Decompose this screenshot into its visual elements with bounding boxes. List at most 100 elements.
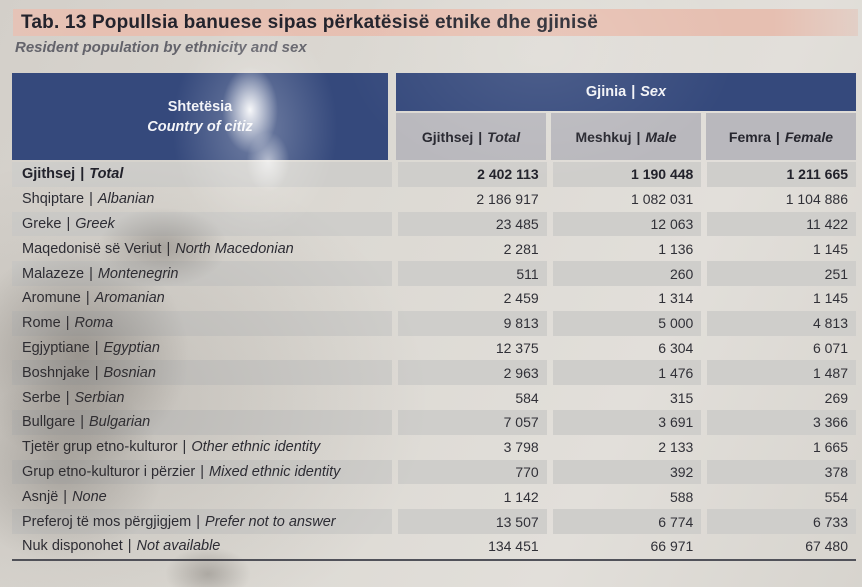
female-value-cell: 3 366 xyxy=(707,409,857,435)
label-english: Not available xyxy=(136,538,221,555)
male-value-cell: 2 133 xyxy=(658,439,694,456)
label-albanian: Bullgare xyxy=(22,414,76,431)
label-separator: | xyxy=(80,414,84,431)
sex-group-header: Gjinia | Sex xyxy=(396,73,856,111)
label-english: Prefer not to answer xyxy=(205,513,336,530)
total-value-cell: 23 485 xyxy=(398,211,547,237)
label-separator: | xyxy=(94,364,99,381)
label-english: Bosnian xyxy=(103,364,156,381)
table-header: Shtetësia Country of citiz Gjinia | Sex … xyxy=(12,73,856,160)
ethnicity-label-cell: Boshnjake | Bosnian xyxy=(12,360,392,386)
label-separator: | xyxy=(182,439,187,456)
label-albanian: Greke xyxy=(22,215,62,232)
total-value-cell: 13 507 xyxy=(398,509,547,534)
total-value-cell: 584 xyxy=(515,389,539,406)
male-value-cell: 66 971 xyxy=(650,538,694,555)
label-english: Bulgarian xyxy=(88,414,151,431)
female-value-cell: 6 071 xyxy=(812,339,849,356)
male-header-english: Male xyxy=(645,128,677,145)
label-english: Total xyxy=(89,166,124,183)
label-separator: | xyxy=(63,488,68,505)
table-title-highlight: Tab. 13 Popullsia banuese sipas përkatës… xyxy=(13,9,858,36)
table-row: Egjyptiane | Egyptian 12 375 6 304 6 071 xyxy=(12,336,856,361)
column-header-total: Gjithsej | Total xyxy=(396,113,546,160)
table-row: Aromune | Aromanian 2 459 1 314 1 145 xyxy=(12,286,856,311)
total-value-cell: 7 057 xyxy=(398,409,547,435)
female-value-cell: 1 487 xyxy=(707,360,857,386)
total-value-cell: 2 186 917 xyxy=(476,191,539,208)
female-value-cell: 1 145 xyxy=(812,290,849,307)
ethnicity-label-cell: Maqedonisë së Veriut | North Macedonian xyxy=(12,236,392,261)
label-albanian: Preferoj të mos përgjigjem xyxy=(22,513,192,530)
label-english: Serbian xyxy=(74,389,125,406)
ethnicity-label-cell: Rome | Roma xyxy=(12,310,392,336)
male-value-cell: 6 304 xyxy=(658,339,694,356)
label-separator: | xyxy=(127,538,132,555)
male-header-albanian: Meshkuj xyxy=(575,128,632,145)
female-value-cell: 1 145 xyxy=(812,240,849,257)
label-separator: | xyxy=(166,240,171,257)
female-value-cell: 1 211 665 xyxy=(707,162,857,187)
total-value-cell: 12 375 xyxy=(495,339,539,356)
label-separator: | xyxy=(94,339,99,356)
male-value-cell: 1 082 031 xyxy=(631,191,694,208)
label-separator: | xyxy=(80,166,85,183)
table-row: Rome | Roma 9 813 5 000 4 813 xyxy=(12,310,857,336)
female-value-cell: 1 104 886 xyxy=(785,191,849,208)
table-row: Boshnjake | Bosnian 2 963 1 476 1 487 xyxy=(12,360,857,386)
total-value-cell: 134 451 xyxy=(488,538,539,555)
table-title: Tab. 13 Popullsia banuese sipas përkatës… xyxy=(21,11,598,33)
label-albanian: Grup etno-kulturor i përzier xyxy=(22,463,196,480)
male-value-cell: 588 xyxy=(669,488,694,505)
table-row: Maqedonisë së Veriut | North Macedonian 2 … xyxy=(12,236,856,261)
sex-header-group: Gjinia | Sex Gjithsej | Total Meshkuj | … xyxy=(396,73,856,160)
label-albanian: Gjithsej xyxy=(22,166,76,183)
female-value-cell: 67 480 xyxy=(805,538,849,555)
label-separator: | xyxy=(89,191,93,208)
label-separator: | xyxy=(66,215,71,232)
row-header-english: Country of citiz xyxy=(147,118,253,135)
table-row: Tjetër grup etno-kulturor | Other ethnic i… xyxy=(12,435,856,460)
total-value-cell: 2 459 xyxy=(503,290,539,307)
female-value-cell: 554 xyxy=(824,488,849,505)
column-header-female: Femra | Female xyxy=(706,113,856,160)
ethnicity-label-cell: Malazeze | Montenegrin xyxy=(12,261,392,286)
ethnicity-label-cell: Asnjë | None xyxy=(12,484,392,509)
female-value-cell: 11 422 xyxy=(707,211,857,237)
header-separator: | xyxy=(478,128,483,145)
table-row: Malazeze | Montenegrin 511 260 251 xyxy=(12,261,857,286)
total-value-cell: 2 402 113 xyxy=(398,162,547,187)
row-header-cell: Shtetësia Country of citiz xyxy=(12,73,388,160)
label-albanian: Egjyptiane xyxy=(22,339,90,356)
ethnicity-label-cell: Grup etno-kulturor i përzier | Mixed ethni… xyxy=(12,459,392,485)
label-separator: | xyxy=(200,463,205,480)
ethnicity-label-cell: Preferoj të mos përgjigjem | Prefer not to… xyxy=(12,509,392,534)
female-value-cell: 251 xyxy=(707,261,857,286)
ethnicity-label-cell: Shqiptare | Albanian xyxy=(12,187,392,212)
label-separator: | xyxy=(85,290,90,307)
female-value-cell: 378 xyxy=(707,459,857,485)
label-english: North Macedonian xyxy=(175,240,294,257)
male-value-cell: 260 xyxy=(552,261,702,286)
label-english: Aromanian xyxy=(94,290,165,307)
label-albanian: Aromune xyxy=(22,290,81,307)
label-english: Mixed ethnic identity xyxy=(209,463,341,480)
label-separator: | xyxy=(89,265,93,282)
female-value-cell: 269 xyxy=(824,389,849,406)
male-value-cell: 392 xyxy=(552,459,702,485)
label-albanian: Nuk disponohet xyxy=(22,538,123,555)
total-value-cell: 770 xyxy=(398,459,547,485)
table-row: Gjithsej | Total 2 402 113 1 190 448 1 211… xyxy=(12,162,857,187)
table-row: Greke | Greek 23 485 12 063 11 422 xyxy=(12,211,857,237)
total-header-english: Total xyxy=(487,128,521,145)
total-value-cell: 3 798 xyxy=(503,439,539,456)
total-header-albanian: Gjithsej xyxy=(421,128,474,145)
sex-header-albanian: Gjinia xyxy=(585,84,627,100)
label-separator: | xyxy=(65,315,70,332)
ethnicity-label-cell: Egjyptiane | Egyptian xyxy=(12,336,392,361)
total-value-cell: 9 813 xyxy=(398,310,547,336)
male-value-cell: 12 063 xyxy=(552,211,702,237)
table-row: Grup etno-kulturor i përzier | Mixed ethni… xyxy=(12,459,857,485)
ethnicity-label-cell: Tjetër grup etno-kulturor | Other ethnic i… xyxy=(12,435,392,460)
label-albanian: Maqedonisë së Veriut xyxy=(22,240,162,257)
